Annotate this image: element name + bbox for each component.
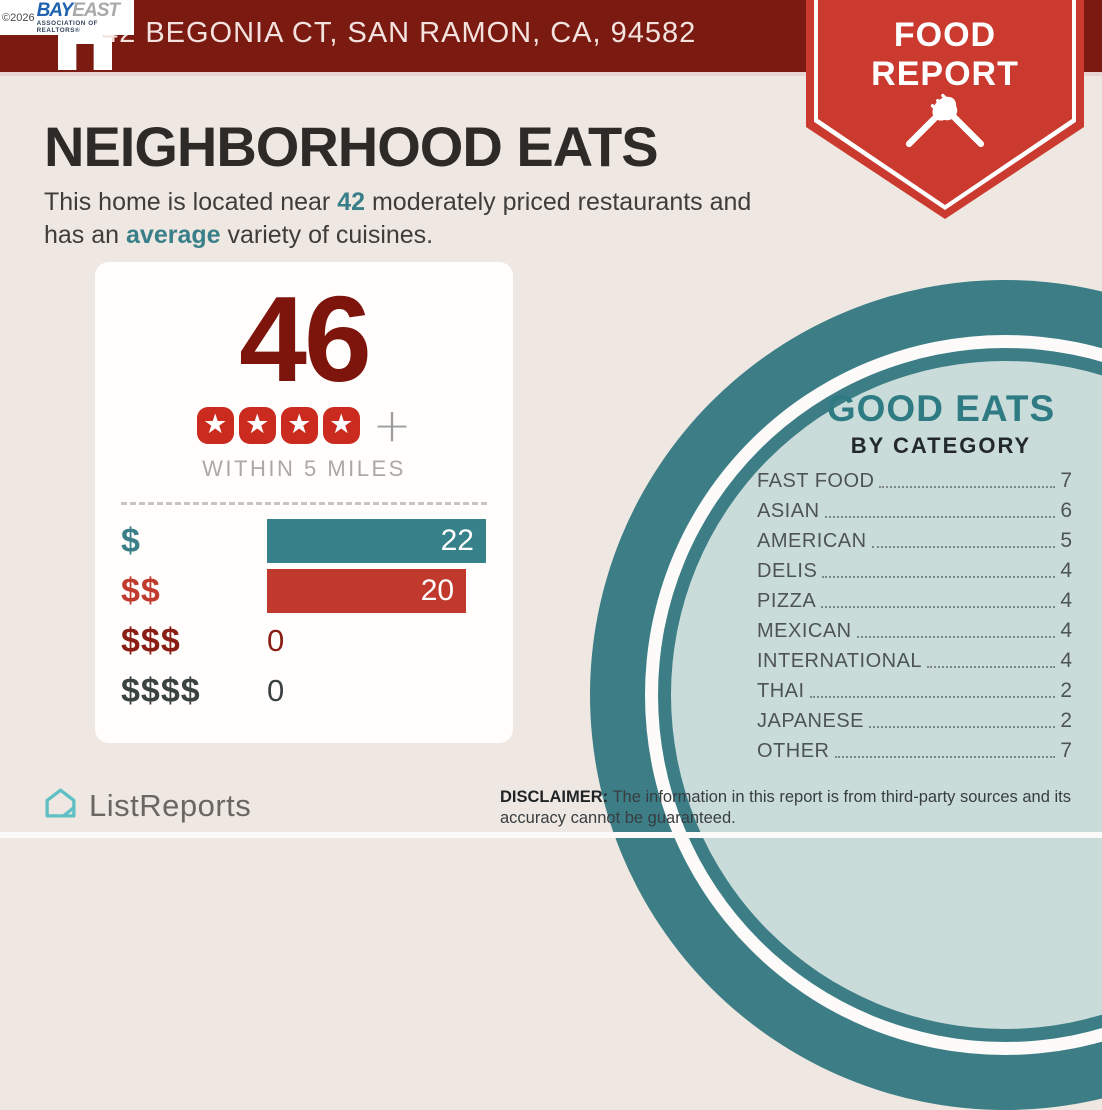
category-row: MEXICAN 4 (757, 619, 1072, 642)
bottom-edge-strip (0, 832, 1102, 838)
badge-line2: REPORT (871, 55, 1019, 93)
bayeast-logo: ©2026 BAYEAST ASSOCIATION OF REALTORS® (0, 0, 134, 35)
food-report-badge: FOOD REPORT (806, 0, 1084, 219)
copyright-text: ©2026 (2, 11, 35, 24)
spoon-fork-icon (904, 90, 986, 179)
bar-value-zero: 0 (267, 673, 285, 708)
category-row: ASIAN 6 (757, 499, 1072, 522)
good-eats-title: GOOD EATS (826, 388, 1056, 429)
page-title: NEIGHBORHOOD EATS (44, 115, 659, 178)
bar-value: 22 (440, 524, 474, 557)
bayeast-wordmark: BAYEAST (36, 0, 120, 22)
badge-line1: FOOD (893, 16, 997, 54)
dot-leader (871, 546, 1056, 548)
good-eats-heading: GOOD EATS BY CATEGORY (760, 388, 1102, 459)
bar-value-zero: 0 (267, 623, 285, 658)
price-row-4: $$$$ 0 (121, 666, 513, 716)
plus-icon: + (372, 398, 412, 452)
dot-leader (869, 726, 1056, 728)
restaurant-count-highlight: 42 (337, 188, 366, 216)
price-tier-label: $$$ (121, 621, 181, 660)
category-row: DELIS 4 (757, 559, 1072, 582)
dashed-divider (121, 502, 487, 505)
category-row: JAPANESE 2 (757, 709, 1072, 732)
dot-leader (856, 636, 1056, 638)
price-tier-label: $ (121, 521, 141, 560)
price-tier-chart: $ 22 $$ 20 $$$ 0 $$$$ 0 (95, 516, 513, 716)
price-row-2: $$ 20 (121, 566, 513, 616)
bar-value: 20 (420, 574, 455, 607)
star-icon: ★ (280, 406, 318, 444)
category-row: INTERNATIONAL 4 (757, 649, 1072, 672)
intro-sentence: This home is located near 42 moderately … (44, 188, 752, 249)
dot-leader (834, 756, 1056, 758)
disclaimer-text: DISCLAIMER: The information in this repo… (500, 788, 1071, 827)
category-row: OTHER 7 (757, 739, 1072, 762)
star-rating: ★ ★ ★ ★ + (95, 402, 513, 448)
price-row-1: $ 22 (121, 516, 513, 566)
good-eats-list: FAST FOOD 7 ASIAN 6 AMERICAN 5 DELIS 4 PIZZA… (757, 463, 1072, 763)
dot-leader (927, 666, 1056, 668)
dot-leader (879, 486, 1056, 488)
restaurant-score-card: 46 ★ ★ ★ ★ + WITHIN 5 MILES $ 22 $$ 20 $… (95, 262, 513, 743)
star-icon: ★ (196, 406, 234, 444)
dot-leader (809, 696, 1056, 698)
radius-label: WITHIN 5 MILES (202, 456, 406, 481)
dot-leader (822, 576, 1056, 578)
badge-title: FOOD REPORT (806, 16, 1084, 94)
property-address: 42 BEGONIA CT, SAN RAMON, CA, 94582 (102, 17, 697, 49)
restaurant-total-count: 46 (239, 271, 372, 407)
category-row: THAI 2 (757, 679, 1072, 702)
bar-tier-2: 20 (267, 569, 467, 613)
listreports-logo: ListReports (42, 785, 251, 827)
star-icon: ★ (238, 406, 276, 444)
category-row: PIZZA 4 (757, 589, 1072, 612)
dot-leader (824, 516, 1056, 518)
variety-highlight: average (126, 221, 221, 249)
price-tier-label: $$$$ (121, 671, 201, 710)
dot-leader (821, 606, 1056, 608)
bayeast-subtitle: ASSOCIATION OF REALTORS® (36, 20, 99, 34)
category-row: FAST FOOD 7 (757, 469, 1072, 492)
bar-tier-1: 22 (267, 519, 486, 563)
listreports-wordmark: ListReports (89, 788, 252, 823)
listreports-house-icon (42, 785, 79, 827)
price-row-3: $$$ 0 (121, 616, 513, 666)
category-row: AMERICAN 5 (757, 529, 1072, 552)
price-tier-label: $$ (121, 571, 161, 610)
good-eats-subtitle: BY CATEGORY (850, 433, 1032, 458)
star-icon: ★ (322, 406, 360, 444)
